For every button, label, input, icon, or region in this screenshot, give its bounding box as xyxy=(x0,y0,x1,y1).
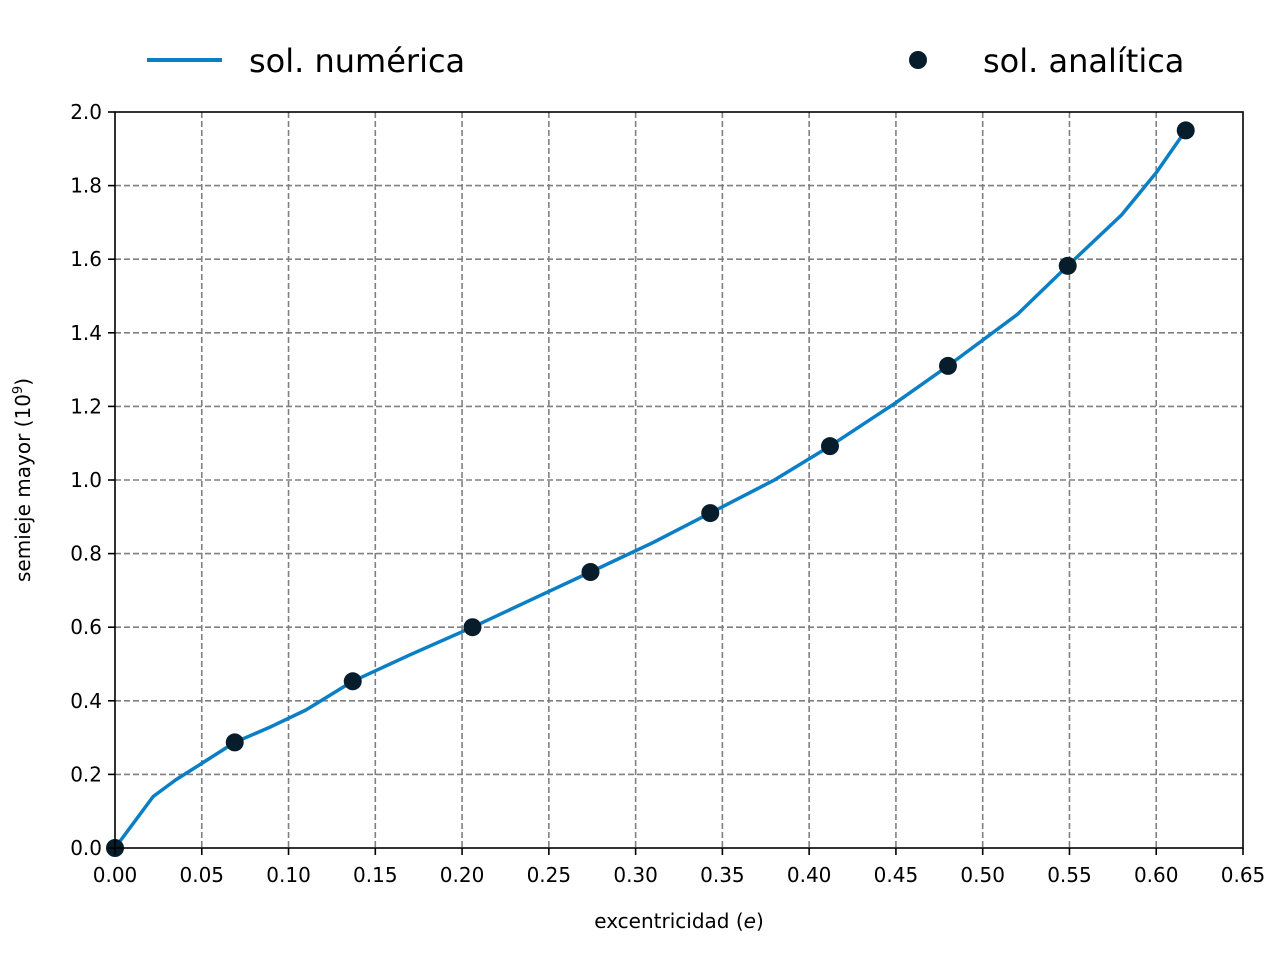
x-axis-ticks: 0.00 0.05 0.10 0.15 0.20 0.25 0.30 0.35 0.40 0.45… xyxy=(93,848,1266,887)
y-tick-label: 1.6 xyxy=(70,247,102,271)
data-point-analitica xyxy=(938,356,957,375)
y-tick-label: 1.4 xyxy=(70,321,102,345)
y-axis-label-suffix: ) xyxy=(11,378,35,386)
x-tick-label: 0.00 xyxy=(93,863,138,887)
y-tick-label: 1.8 xyxy=(70,174,102,198)
x-tick-label: 0.05 xyxy=(180,863,225,887)
grid xyxy=(115,112,1243,848)
y-tick-label: 0.0 xyxy=(70,836,102,860)
data-point-analitica xyxy=(225,733,244,752)
x-axis-label-var: e xyxy=(744,909,756,933)
x-axis-label: excentricidad (e) xyxy=(594,909,764,933)
y-axis-label-exponent: 9 xyxy=(11,386,26,394)
x-tick-label: 0.45 xyxy=(874,863,919,887)
y-tick-label: 2.0 xyxy=(70,100,102,124)
data-point-analitica xyxy=(343,672,362,691)
data-point-analitica xyxy=(701,504,720,523)
x-tick-label: 0.30 xyxy=(613,863,658,887)
x-axis-label-prefix: excentricidad ( xyxy=(594,909,743,933)
y-axis-label: semieje mayor (109) xyxy=(11,378,35,582)
series-lines xyxy=(113,129,1188,850)
x-tick-label: 0.55 xyxy=(1047,863,1092,887)
y-tick-label: 1.2 xyxy=(70,394,102,418)
x-tick-label: 0.50 xyxy=(960,863,1005,887)
legend-dot-swatch xyxy=(909,51,927,69)
data-point-analitica xyxy=(1176,121,1195,140)
y-tick-label: 0.8 xyxy=(70,542,102,566)
y-axis-ticks: 0.0 0.2 0.4 0.6 0.8 1.0 1.2 1.4 1.6 1.8 2.0 xyxy=(70,100,115,860)
x-tick-label: 0.10 xyxy=(266,863,311,887)
data-point-analitica xyxy=(463,618,482,637)
legend-line-label: sol. numérica xyxy=(249,42,465,80)
series-points xyxy=(106,121,1195,857)
y-axis-label-base: semieje mayor (10 xyxy=(11,394,35,582)
x-tick-label: 0.60 xyxy=(1134,863,1179,887)
y-tick-label: 0.4 xyxy=(70,689,102,713)
x-axis-label-suffix: ) xyxy=(756,909,764,933)
x-tick-label: 0.25 xyxy=(527,863,572,887)
x-tick-label: 0.15 xyxy=(353,863,398,887)
x-tick-label: 0.65 xyxy=(1221,863,1266,887)
data-point-analitica xyxy=(581,563,600,581)
legend: sol. numérica sol. analítica xyxy=(147,42,1184,80)
x-tick-label: 0.35 xyxy=(700,863,745,887)
y-tick-label: 1.0 xyxy=(70,468,102,492)
y-tick-label: 0.6 xyxy=(70,615,102,639)
data-point-analitica xyxy=(820,437,839,456)
data-point-analitica xyxy=(1058,256,1077,275)
legend-dot-label: sol. analítica xyxy=(983,42,1184,80)
series-line-numerica xyxy=(113,129,1188,850)
x-tick-label: 0.40 xyxy=(787,863,832,887)
x-tick-label: 0.20 xyxy=(440,863,485,887)
y-tick-label: 0.2 xyxy=(70,762,102,786)
